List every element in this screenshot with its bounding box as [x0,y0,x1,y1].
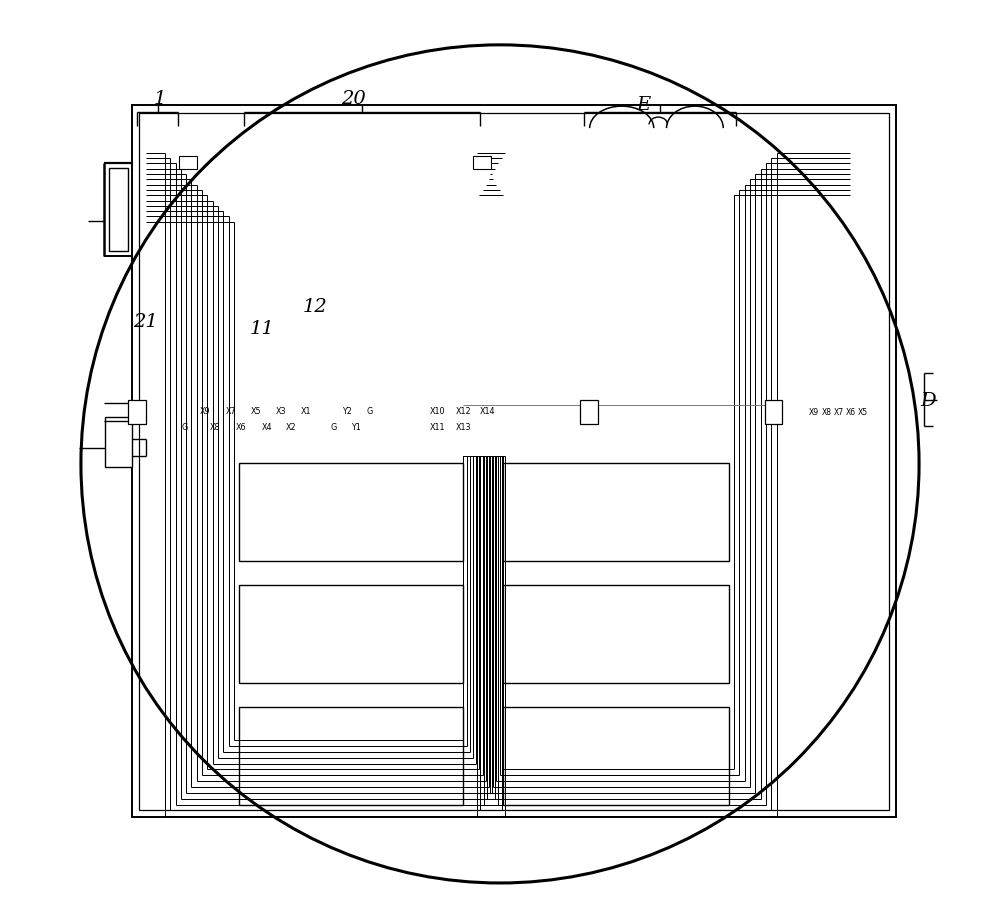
Text: X11: X11 [430,423,446,432]
Bar [503,707,729,805]
Bar [132,105,896,817]
Text: 11: 11 [250,320,274,339]
Text: G: G [330,423,337,432]
Bar [239,463,463,561]
Text: 12: 12 [303,297,328,316]
Text: X8: X8 [822,408,832,417]
Bar [580,400,598,424]
Bar [503,463,729,561]
Text: X6: X6 [845,408,856,417]
Text: G: G [181,423,187,432]
Text: X9: X9 [809,408,819,417]
Circle shape [81,45,919,883]
Text: X6: X6 [236,423,246,432]
Text: X7: X7 [833,408,844,417]
Bar [139,113,889,810]
Text: X5: X5 [857,408,867,417]
Bar [105,417,132,467]
Text: D: D [920,392,936,410]
Text: X4: X4 [261,423,272,432]
Bar [109,168,128,251]
Bar [765,400,782,424]
Text: Y2: Y2 [342,407,352,416]
Text: 20: 20 [341,90,366,108]
Text: 1: 1 [153,90,166,108]
Bar [503,585,729,683]
Text: X8: X8 [210,423,221,432]
Text: X9: X9 [200,407,211,416]
Text: X2: X2 [286,423,297,432]
Text: E: E [637,96,651,114]
Text: X5: X5 [250,407,261,416]
Text: X12: X12 [456,407,471,416]
Text: X1: X1 [301,407,311,416]
Bar [473,156,491,169]
Bar [239,707,463,805]
Text: X3: X3 [276,407,287,416]
Text: 21: 21 [133,313,157,331]
Text: X7: X7 [226,407,236,416]
Text: X10: X10 [430,407,446,416]
Text: G: G [367,407,373,416]
Text: X13: X13 [456,423,471,432]
Bar [128,400,146,424]
Bar [179,156,197,169]
Bar [239,585,463,683]
Text: X14: X14 [479,407,495,416]
Text: Y1: Y1 [351,423,361,432]
